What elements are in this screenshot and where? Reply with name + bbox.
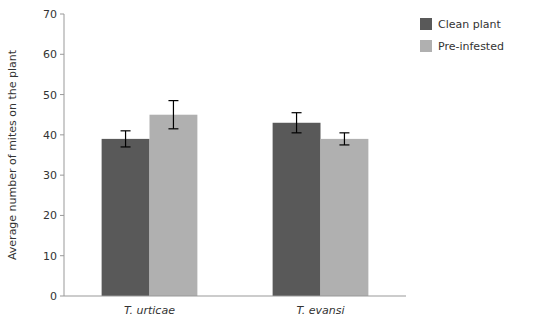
bar <box>102 139 150 296</box>
y-tick-label: 60 <box>43 48 57 61</box>
y-tick <box>60 14 64 15</box>
y-tick <box>60 255 64 256</box>
bar <box>150 115 198 296</box>
error-bars <box>121 101 350 147</box>
chart-container: 0 10 20 30 40 50 60 70 Average number of mites o… <box>0 0 541 330</box>
error-bar <box>339 133 349 145</box>
y-tick <box>60 54 64 55</box>
y-tick-label: 40 <box>43 129 57 142</box>
legend-label: Clean plant <box>438 18 501 31</box>
y-tick <box>60 94 64 95</box>
bar <box>273 123 321 296</box>
x-tick-label: T. evansi <box>296 304 344 317</box>
y-tick <box>60 134 64 135</box>
y-tick-label: 70 <box>43 8 57 21</box>
bars <box>102 115 369 296</box>
y-tick-label: 50 <box>43 89 57 102</box>
y-tick-label: 20 <box>43 209 57 222</box>
y-tick <box>60 175 64 176</box>
y-tick <box>60 215 64 216</box>
y-axis-line <box>64 14 65 296</box>
error-bar <box>121 131 131 147</box>
legend-swatch <box>420 18 432 30</box>
legend-swatch <box>420 40 432 52</box>
y-tick-label: 30 <box>43 169 57 182</box>
x-tick-label: T. urticae <box>124 304 175 317</box>
y-tick <box>60 296 64 297</box>
x-axis-line <box>64 296 406 297</box>
legend-label: Pre-infested <box>438 40 504 53</box>
error-bar <box>292 113 302 133</box>
bar <box>321 139 369 296</box>
y-tick-label: 0 <box>50 290 57 303</box>
y-axis-label: Average number of mites on the plant <box>6 49 19 260</box>
chart: 0 10 20 30 40 50 60 70 Average number of mites o… <box>0 0 541 330</box>
legend: Clean plant Pre-infested <box>420 18 504 53</box>
y-tick-label: 10 <box>43 250 57 263</box>
error-bar <box>168 101 178 129</box>
